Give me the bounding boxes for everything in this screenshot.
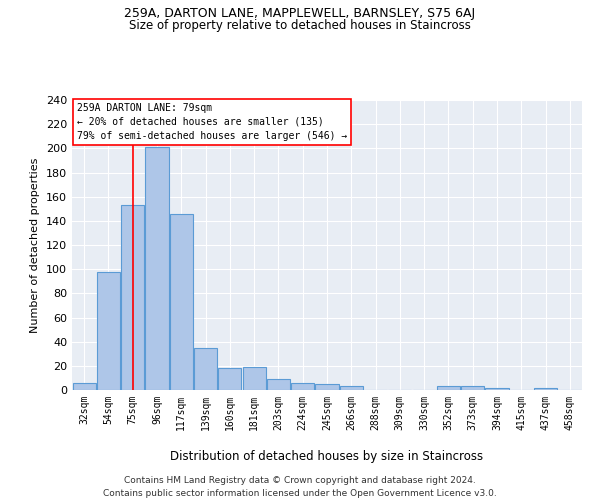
Bar	[73, 383, 95, 390]
Text: Distribution of detached houses by size in Staincross: Distribution of detached houses by size …	[170, 450, 484, 463]
Bar	[145, 147, 169, 390]
Bar	[534, 388, 557, 390]
Text: 259A DARTON LANE: 79sqm
← 20% of detached houses are smaller (135)
79% of semi-d: 259A DARTON LANE: 79sqm ← 20% of detache…	[77, 103, 347, 141]
Bar	[437, 386, 460, 390]
Bar	[291, 383, 314, 390]
Bar	[194, 348, 217, 390]
Text: 259A, DARTON LANE, MAPPLEWELL, BARNSLEY, S75 6AJ: 259A, DARTON LANE, MAPPLEWELL, BARNSLEY,…	[124, 8, 476, 20]
Bar	[121, 205, 144, 390]
Text: Size of property relative to detached houses in Staincross: Size of property relative to detached ho…	[129, 19, 471, 32]
Bar	[316, 384, 338, 390]
Bar	[461, 386, 484, 390]
Bar	[242, 367, 266, 390]
Bar	[170, 214, 193, 390]
Bar	[485, 388, 509, 390]
Bar	[340, 386, 363, 390]
Bar	[267, 379, 290, 390]
Text: Contains HM Land Registry data © Crown copyright and database right 2024.
Contai: Contains HM Land Registry data © Crown c…	[103, 476, 497, 498]
Y-axis label: Number of detached properties: Number of detached properties	[31, 158, 40, 332]
Bar	[218, 368, 241, 390]
Bar	[97, 272, 120, 390]
